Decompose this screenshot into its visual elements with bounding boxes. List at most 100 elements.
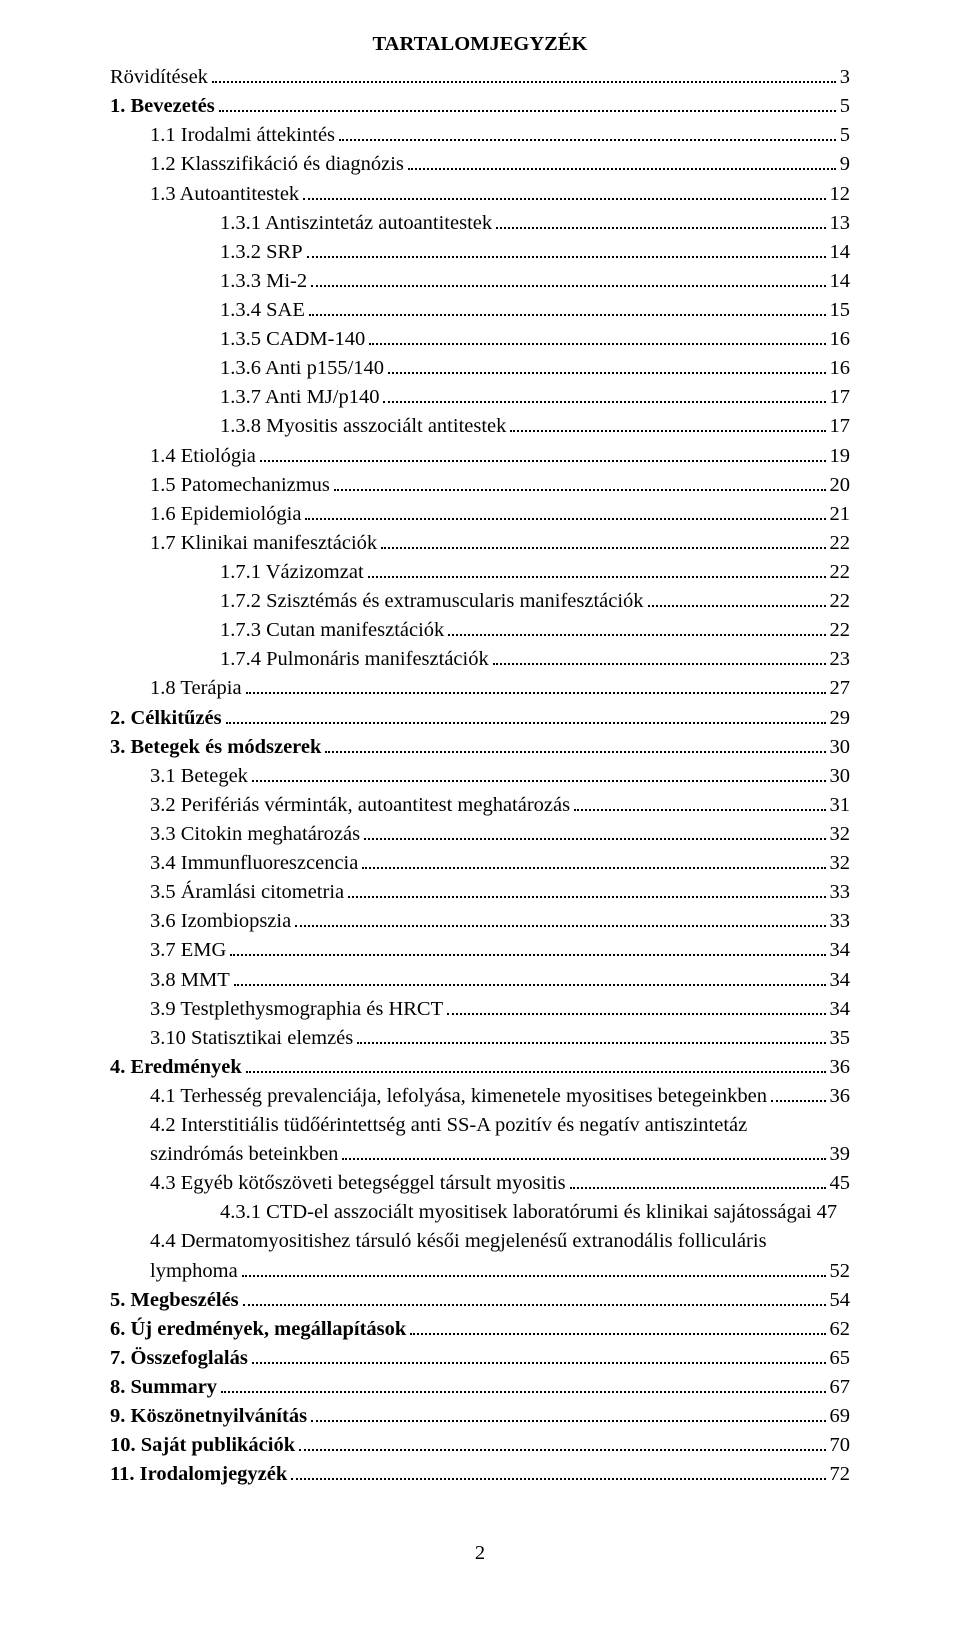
toc-entry-page: 29 (830, 704, 851, 733)
toc-entry: 1.3.7 Anti MJ/p14017 (110, 383, 850, 412)
toc-leader (648, 590, 826, 607)
toc-entry: 1.7.4 Pulmonáris manifesztációk23 (110, 645, 850, 674)
toc-leader (242, 1259, 826, 1276)
toc-entry: 1. Bevezetés5 (110, 92, 850, 121)
toc-leader (388, 357, 825, 374)
toc-entry-label-line2: lymphoma (150, 1257, 238, 1286)
toc-entry-page: 62 (830, 1315, 851, 1344)
toc-leader (299, 1434, 825, 1451)
toc-entry: 1.3.3 Mi-214 (110, 267, 850, 296)
toc-entry-page: 65 (830, 1344, 851, 1373)
toc-entry-page: 9 (840, 150, 850, 179)
toc-entry-label: 1.3.1 Antiszintetáz autoantitestek (220, 209, 492, 238)
toc-entry: 3.9 Testplethysmographia és HRCT34 (110, 995, 850, 1024)
toc-entry: 1.3.2 SRP14 (110, 238, 850, 267)
toc-entry-label: 4.3.1 CTD-el asszociált myositisek labor… (220, 1198, 812, 1227)
toc-entry: 1.5 Patomechanizmus20 (110, 471, 850, 500)
toc-entry: 1.8 Terápia 27 (110, 674, 850, 703)
toc-entry-label: 3.6 Izombiopszia (150, 907, 291, 936)
toc-entry: 1.1 Irodalmi áttekintés5 (110, 121, 850, 150)
toc-entry: 1.6 Epidemiológia 21 (110, 500, 850, 529)
toc-entry-label: 1.6 Epidemiológia (150, 500, 301, 529)
toc-leader (447, 997, 825, 1014)
toc-entry: 6. Új eredmények, megállapítások 62 (110, 1315, 850, 1344)
toc-entry-label: 2. Célkitűzés (110, 704, 222, 733)
toc-entry-page: 16 (830, 354, 851, 383)
toc-leader (334, 473, 826, 490)
toc-entry-page: 52 (830, 1257, 851, 1286)
toc-entry: 1.3.6 Anti p155/140 16 (110, 354, 850, 383)
toc-entry: 8. Summary67 (110, 1373, 850, 1402)
toc-entry-label: 3.7 EMG (150, 936, 226, 965)
toc-leader (260, 444, 826, 461)
toc-entry-page: 34 (830, 936, 851, 965)
toc-entry-page: 32 (830, 849, 851, 878)
toc-entry-label: 3. Betegek és módszerek (110, 733, 321, 762)
toc-entry: 1.4 Etiológia19 (110, 442, 850, 471)
toc-entry-page: 72 (830, 1460, 851, 1489)
toc-entry-page: 31 (830, 791, 851, 820)
toc-leader (342, 1143, 825, 1160)
toc-entry-label: 1.7.4 Pulmonáris manifesztációk (220, 645, 489, 674)
toc-entry-page: 21 (830, 500, 851, 529)
toc-entry: 7. Összefoglalás65 (110, 1344, 850, 1373)
toc-leader (362, 852, 825, 869)
toc-entry: 3.8 MMT 34 (110, 966, 850, 995)
toc-entry-page: 5 (840, 92, 850, 121)
toc-entry-page: 67 (830, 1373, 851, 1402)
toc-leader (246, 677, 826, 694)
page-number: 2 (110, 1539, 850, 1568)
toc-entry-page: 22 (830, 558, 851, 587)
toc-leader (771, 1085, 826, 1102)
toc-entry-label: 4. Eredmények (110, 1053, 242, 1082)
toc-entry: 1.7.3 Cutan manifesztációk22 (110, 616, 850, 645)
toc-entry-page: 34 (830, 966, 851, 995)
toc-entry-label: 6. Új eredmények, megállapítások (110, 1315, 406, 1344)
toc-entry: 3.5 Áramlási citometria33 (110, 878, 850, 907)
toc-entry-label-line1: 4.2 Interstitiális tüdőérintettség anti … (150, 1111, 850, 1140)
toc-leader (295, 910, 825, 927)
toc-entry: 1.2 Klasszifikáció és diagnózis 9 (110, 150, 850, 179)
toc-entry-page: 17 (830, 412, 851, 441)
toc-entry-label: 1.8 Terápia (150, 674, 242, 703)
toc-entry-label: 1.3 Autoantitestek (150, 180, 299, 209)
toc-leader (311, 270, 825, 287)
toc-entry: 1.3.5 CADM-14016 (110, 325, 850, 354)
toc-entry-label: 11. Irodalomjegyzék (110, 1460, 287, 1489)
toc-entry-page: 5 (840, 121, 850, 150)
toc-entry-page: 27 (830, 674, 851, 703)
toc-entry-label: 3.8 MMT (150, 966, 230, 995)
toc-leader (408, 153, 836, 170)
toc-leader (348, 881, 825, 898)
toc-entry-page: 3 (840, 63, 850, 92)
toc-leader (410, 1317, 825, 1334)
toc-leader (357, 1026, 825, 1043)
toc-entry-label: 1.7.1 Vázizomzat (220, 558, 364, 587)
toc-entry-label: 3.4 Immunfluoreszcencia (150, 849, 358, 878)
toc-entry: 3.7 EMG 34 (110, 936, 850, 965)
toc-entry-label: 4.3 Egyéb kötőszöveti betegséggel társul… (150, 1169, 566, 1198)
toc-entry-page: 36 (830, 1082, 851, 1111)
toc-leader (339, 124, 836, 141)
toc-entry: 2. Célkitűzés 29 (110, 704, 850, 733)
toc-entry-page: 17 (830, 383, 851, 412)
toc-entry-label: 1.4 Etiológia (150, 442, 256, 471)
toc-leader (234, 968, 826, 985)
toc-entry: 3.3 Citokin meghatározás32 (110, 820, 850, 849)
toc-entry: 11. Irodalomjegyzék 72 (110, 1460, 850, 1489)
toc-leader (496, 211, 825, 228)
toc-entry: 4.3.1 CTD-el asszociált myositisek labor… (110, 1198, 850, 1227)
toc-entry-page: 22 (830, 616, 851, 645)
toc-entry: 4.4 Dermatomyositishez társuló késői meg… (110, 1227, 850, 1285)
toc-entry-label: 1.2 Klasszifikáció és diagnózis (150, 150, 404, 179)
toc-entry: 1.3 Autoantitestek12 (110, 180, 850, 209)
toc-leader (305, 502, 825, 519)
toc-entry: 3.4 Immunfluoreszcencia 32 (110, 849, 850, 878)
toc-entry: 4.1 Terhesség prevalenciája, lefolyása, … (110, 1082, 850, 1111)
toc-leader (369, 328, 825, 345)
toc-entry-page: 70 (830, 1431, 851, 1460)
toc-leader (212, 66, 836, 83)
toc-entry-label: 9. Köszönetnyilvánítás (110, 1402, 307, 1431)
toc-entry: 5. Megbeszélés54 (110, 1286, 850, 1315)
toc-entry-label: 1.3.6 Anti p155/140 (220, 354, 384, 383)
